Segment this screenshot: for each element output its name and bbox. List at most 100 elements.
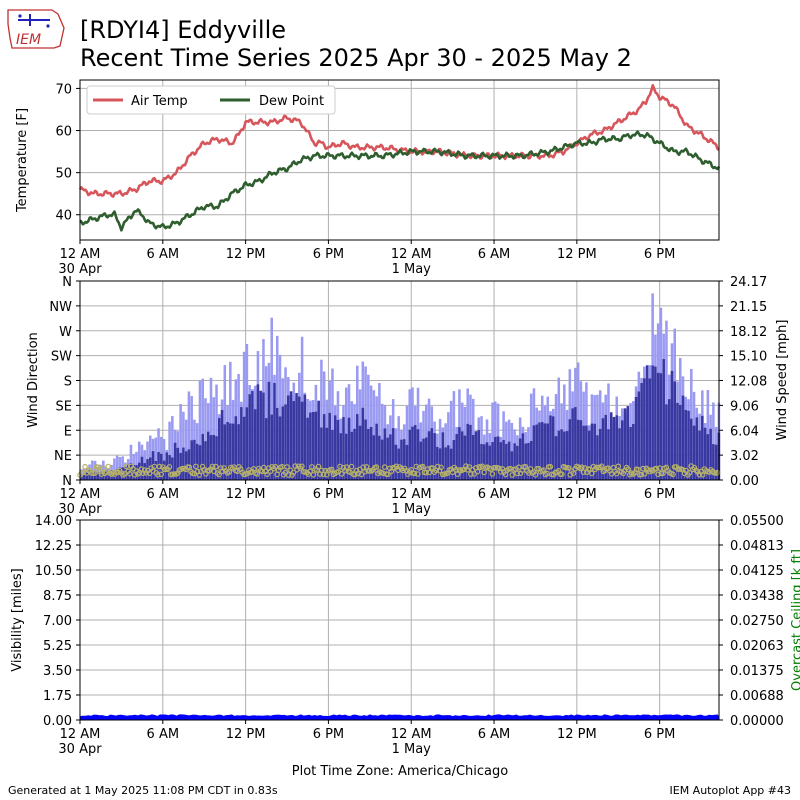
wind-direction-point [358,471,365,478]
wind-speed-bar [483,444,486,480]
wind-speed-bar [311,412,315,480]
x-tick-label: 6 PM [644,247,675,262]
wind-panel: N 0.00 NE 3.02 E 6.04 SE 9.06 S 12.08 SW 15.10 W 18.1… [26,275,790,517]
wind-speed-bar [298,396,301,480]
wind-speed-bar [582,425,585,480]
wind-speed-bar [441,432,445,480]
wind-speed-bar [491,442,494,480]
x-tick-date-label: 1 May [392,502,432,517]
wind-direction-point [466,464,473,470]
wind-speed-bar [242,416,246,480]
wind-speed-bar [466,423,469,480]
wind-speed-bar [687,410,690,480]
ceiling-tick-label: 0.04813 [730,539,784,554]
x-tick-label: 6 PM [644,487,675,502]
wind-speed-bar [231,423,235,480]
wind-gust-bar [182,411,185,480]
x-tick-label: 6 AM [147,727,180,742]
wind-speed-bar [284,404,287,480]
wind-speed-bar [629,426,632,480]
wind-speed-bar [405,444,409,480]
wind-speed-bar [587,430,591,480]
wind-direction-point [156,463,163,470]
wind-direction-tick-label: N [62,275,72,290]
wind-speed-bar [237,424,240,480]
wind-speed-bar [656,372,660,480]
wind-direction-point [95,464,102,471]
wind-direction-point [126,470,133,477]
wind-speed-bar [322,414,326,480]
wind-speed-bar [306,417,309,480]
wind-speed-bar [245,407,249,480]
wind-direction-point [381,464,388,470]
wind-speed-bar [198,445,202,480]
wind-speed-bar [295,393,298,480]
wind-speed-bar [430,428,434,480]
wind-speed-tick-label: 21.15 [730,300,767,315]
wind-speed-bar [146,459,149,480]
temperature-axis-label: Temperature [F] [15,108,30,213]
dew-point-line [79,130,721,232]
wind-direction-point [151,463,158,470]
wind-direction-point [348,463,355,470]
wind-direction-point [411,470,418,477]
chart-title-line2: Recent Time Series 2025 Apr 30 - 2025 Ma… [80,44,632,72]
wind-speed-bar [543,423,547,480]
wind-direction-point [360,464,367,471]
wind-speed-bar [270,414,273,480]
wind-direction-point [655,471,661,478]
wind-gust-bar [209,377,213,480]
wind-speed-bar [303,394,307,480]
visibility-tick-label: 3.50 [43,664,72,679]
wind-speed-bar [218,418,221,480]
wind-direction-point [299,463,305,470]
wind-speed-tick-label: 9.06 [730,399,759,414]
wind-speed-bar [240,407,243,480]
wind-speed-bar [300,401,304,480]
wind-speed-bar [540,422,544,480]
x-tick-label: 6 PM [313,727,344,742]
wind-speed-bar [496,436,500,480]
wind-direction-point [540,467,547,473]
wind-speed-bar [347,417,351,480]
wind-speed-bar [474,431,478,480]
wind-speed-bar [681,395,685,480]
temperature-tick-label: 70 [55,82,72,97]
wind-direction-point [453,466,459,473]
wind-gust-bar [452,391,456,480]
wind-speed-bar [113,471,116,480]
wind-speed-bar [201,433,204,480]
wind-direction-tick-label: E [64,424,72,439]
wind-speed-bar [524,443,527,480]
wind-gust-bar [557,377,561,480]
wind-speed-bar [372,435,376,480]
wind-gust-bar [168,421,171,480]
wind-direction-point [158,471,165,478]
wind-speed-bar [278,416,282,480]
wind-speed-bar [505,443,508,480]
wind-direction-point [284,464,290,470]
wind-direction-point [670,471,676,478]
wind-direction-point [547,463,554,470]
wind-direction-axis-label: Wind Direction [26,332,41,428]
wind-speed-bar [529,440,533,480]
wind-speed-bar [601,418,605,480]
wind-direction-point [80,469,87,476]
wind-speed-bar [229,423,232,480]
wind-direction-point [285,472,292,478]
wind-speed-bar [182,447,185,480]
wind-speed-bar [331,429,334,480]
wind-speed-bar [662,359,665,480]
x-tick-label: 12 PM [226,727,266,742]
wind-speed-bar [535,424,538,480]
wind-speed-tick-label: 24.17 [730,275,767,290]
wind-speed-bar [709,428,712,480]
x-tick-label: 6 PM [313,247,344,262]
wind-direction-point [598,463,605,470]
ceiling-tick-label: 0.05500 [730,514,784,529]
wind-speed-bar [695,417,699,480]
wind-speed-bar [275,407,279,480]
wind-gust-bar [187,391,191,480]
wind-gust-bar [137,441,141,480]
wind-speed-bar [416,429,420,480]
